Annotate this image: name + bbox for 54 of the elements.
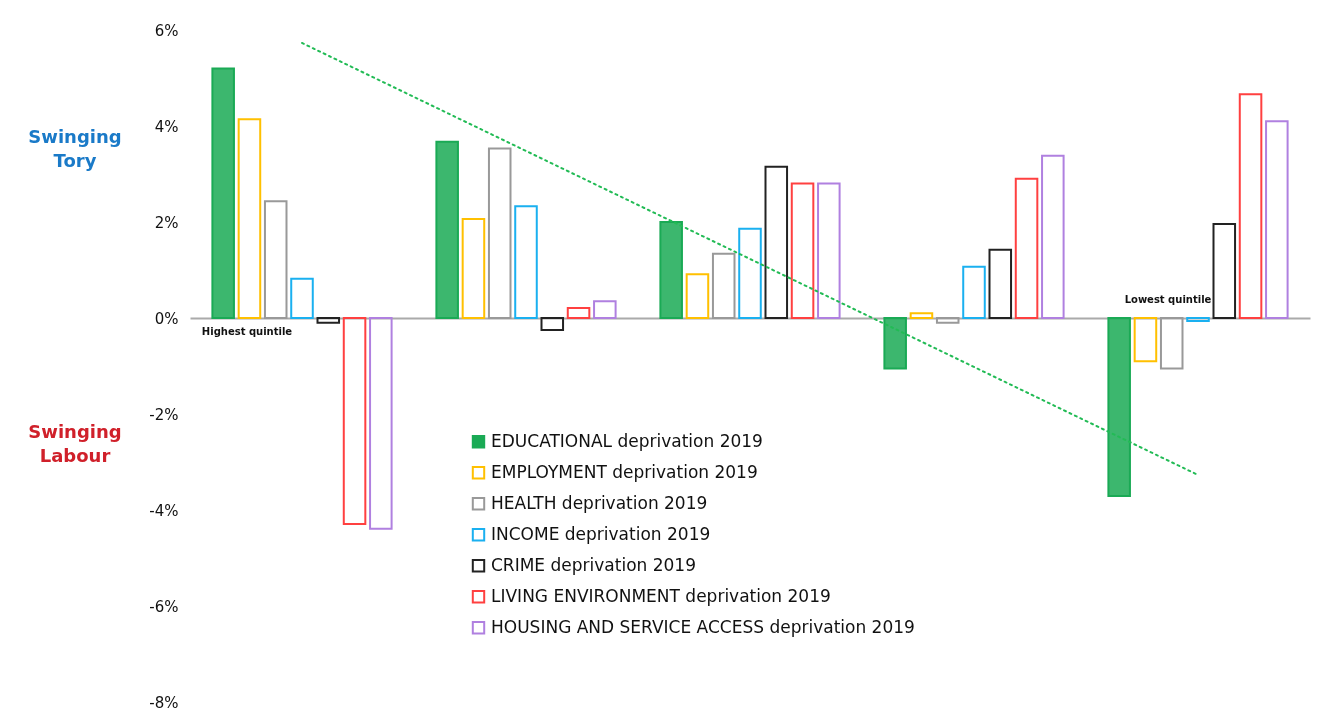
bar <box>962 265 986 319</box>
bar <box>1212 222 1237 319</box>
bar <box>883 317 907 370</box>
y-tick-label: -2% <box>149 405 179 424</box>
legend-label: CRIME deprivation 2019 <box>491 554 696 575</box>
bar <box>514 205 538 319</box>
bar <box>1041 154 1065 319</box>
bar <box>685 273 710 319</box>
bar <box>711 252 736 319</box>
bar <box>1186 317 1210 322</box>
y-tick-label: 6% <box>154 21 179 40</box>
bar <box>817 182 841 319</box>
y-tick-label: 4% <box>154 117 179 136</box>
text: Swinging Labour <box>28 421 122 467</box>
bar <box>738 227 762 319</box>
x-tick-label: Highest quintile <box>201 325 293 337</box>
bar <box>790 182 815 319</box>
y-tick-label: -4% <box>149 501 179 520</box>
bar <box>593 300 617 319</box>
bar <box>659 221 683 319</box>
bar <box>263 200 288 319</box>
bar <box>764 165 789 319</box>
bar <box>290 277 314 319</box>
bar <box>1133 317 1158 363</box>
bar <box>237 118 262 319</box>
bar <box>435 140 459 319</box>
legend-label: LIVING ENVIRONMENT deprivation 2019 <box>491 585 831 606</box>
bar <box>1159 317 1184 370</box>
y-tick-label: 2% <box>154 213 179 232</box>
bar <box>316 317 341 324</box>
bar <box>461 218 486 319</box>
legend-label: HOUSING AND SERVICE ACCESS deprivation 2019 <box>491 616 915 637</box>
legend-label: HEALTH deprivation 2019 <box>491 492 708 513</box>
text: Swinging Tory <box>28 125 122 171</box>
y-tick-label: -8% <box>149 693 179 712</box>
bar <box>1014 177 1039 319</box>
legend-label: INCOME deprivation 2019 <box>491 523 711 544</box>
bar <box>369 317 393 530</box>
bar <box>211 67 235 319</box>
bar <box>988 248 1013 319</box>
bar <box>935 317 960 324</box>
bar <box>487 147 512 319</box>
bar <box>1265 120 1289 319</box>
y-tick-label: -6% <box>149 597 179 616</box>
bar <box>342 317 367 525</box>
bar <box>566 306 591 319</box>
bar <box>1107 317 1131 498</box>
bar <box>909 312 934 319</box>
legend-label: EMPLOYMENT deprivation 2019 <box>491 461 758 482</box>
bar <box>1238 93 1263 319</box>
bar <box>540 317 565 331</box>
y-tick-label: 0% <box>154 309 179 328</box>
x-tick-label: Lowest quintile <box>1124 293 1212 305</box>
legend-label: EDUCATIONAL deprivation 2019 <box>491 430 763 451</box>
